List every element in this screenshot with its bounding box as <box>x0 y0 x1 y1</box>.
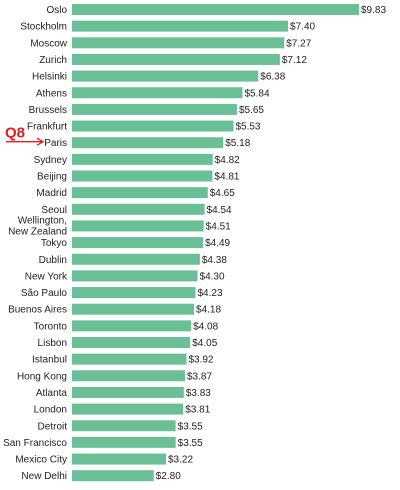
city-label-oslo: Oslo <box>46 5 67 16</box>
value-label-helsinki: $6.38 <box>260 72 285 83</box>
city-label-buenos-aires: Buenos Aires <box>8 305 67 316</box>
bar-lisbon <box>72 337 191 348</box>
bar-helsinki <box>72 70 259 82</box>
city-label-s-o-paulo: São Paulo <box>21 288 68 299</box>
bars <box>72 4 359 482</box>
bar-london <box>72 403 184 415</box>
city-label-sydney: Sydney <box>34 155 67 166</box>
value-label-wellington-new-zealand: $4.51 <box>206 221 231 232</box>
city-label-madrid: Madrid <box>36 188 67 199</box>
city-label-brussels: Brussels <box>29 105 67 116</box>
value-label-brussels: $5.65 <box>239 105 264 116</box>
bar-stockholm <box>72 20 289 32</box>
bar-detroit <box>72 420 176 432</box>
bar-s-o-paulo <box>72 287 196 299</box>
value-label-beijing: $4.81 <box>214 172 239 183</box>
city-labels: Oslo Stockholm Moscow Zurich Helsinki Athens B… <box>3 5 68 482</box>
bar-dublin <box>72 253 200 265</box>
value-label-zurich: $7.12 <box>282 55 307 66</box>
bar-athens <box>72 87 243 99</box>
value-label-hong-kong: $3.87 <box>187 371 212 382</box>
value-label-seoul: $4.54 <box>207 205 232 216</box>
bar-new-york <box>72 270 198 282</box>
city-label-toronto: Toronto <box>34 321 68 332</box>
bar-zurich <box>72 53 280 65</box>
city-label-istanbul: Istanbul <box>32 355 67 366</box>
value-label-new-delhi: $2.80 <box>156 471 181 482</box>
bar-oslo <box>72 4 359 15</box>
city-label-new-delhi: New Delhi <box>21 471 67 482</box>
value-label-moscow: $7.27 <box>286 38 311 49</box>
city-label-frankfurt: Frankfurt <box>27 122 67 133</box>
city-label-wellington-new-zealand: Wellington, New Zealand <box>8 215 67 237</box>
bar-moscow <box>72 37 285 49</box>
city-label-zurich: Zurich <box>39 55 67 66</box>
value-label-new-york: $4.30 <box>200 271 225 282</box>
city-label-moscow: Moscow <box>30 38 67 49</box>
city-label-seoul: Seoul <box>41 205 67 216</box>
value-label-lisbon: $4.05 <box>192 338 217 349</box>
bar-buenos-aires <box>72 303 195 315</box>
city-label-san-francisco: San Francisco <box>3 438 67 449</box>
bar-frankfurt <box>72 120 234 132</box>
value-label-atlanta: $3.83 <box>186 388 211 399</box>
value-label-mexico-city: $3.22 <box>168 455 193 466</box>
value-labels: $9.83 $7.40 $7.27 $7.12 $6.38 $5.84 $5.65 $5.53… <box>156 5 387 482</box>
value-label-dublin: $4.38 <box>202 255 227 266</box>
value-label-london: $3.81 <box>185 405 210 416</box>
city-label-dublin: Dublin <box>39 255 67 266</box>
value-label-madrid: $4.65 <box>210 188 235 199</box>
value-label-istanbul: $3.92 <box>188 355 213 366</box>
bar-paris <box>72 137 224 149</box>
city-label-helsinki: Helsinki <box>32 72 67 83</box>
q8-arrow-head-icon <box>36 137 45 146</box>
city-label-new-york: New York <box>25 271 68 282</box>
value-label-frankfurt: $5.53 <box>235 122 260 133</box>
value-label-sydney: $4.82 <box>215 155 240 166</box>
bar-mexico-city <box>72 453 167 465</box>
bar-madrid <box>72 187 208 199</box>
city-label-lisbon: Lisbon <box>38 338 67 349</box>
city-label-london: London <box>34 405 67 416</box>
bar-toronto <box>72 320 192 332</box>
value-label-paris: $5.18 <box>225 138 250 149</box>
value-label-s-o-paulo: $4.23 <box>198 288 223 299</box>
value-label-toronto: $4.08 <box>193 321 218 332</box>
city-label-paris: Paris <box>44 138 67 149</box>
city-label-mexico-city: Mexico City <box>15 455 67 466</box>
bar-hong-kong <box>72 370 185 382</box>
bar-tokyo <box>72 237 204 249</box>
value-label-detroit: $3.55 <box>178 421 203 432</box>
city-label-detroit: Detroit <box>38 421 68 432</box>
bar-atlanta <box>72 386 184 398</box>
bar-sydney <box>72 153 213 165</box>
bar-istanbul <box>72 353 187 365</box>
q8-annotation: Q8 <box>5 125 45 146</box>
city-label-hong-kong: Hong Kong <box>17 371 67 382</box>
value-label-athens: $5.84 <box>245 88 270 99</box>
city-label-beijing: Beijing <box>37 172 67 183</box>
city-label-tokyo: Tokyo <box>41 238 68 249</box>
city-label-atlanta: Atlanta <box>36 388 68 399</box>
bar-wellington-new-zealand <box>72 220 204 232</box>
value-label-san-francisco: $3.55 <box>178 438 203 449</box>
value-label-oslo: $9.83 <box>361 5 386 16</box>
bar-san-francisco <box>72 436 176 448</box>
q8-annotation-label: Q8 <box>5 125 25 142</box>
value-label-stockholm: $7.40 <box>290 22 315 33</box>
city-label-athens: Athens <box>36 88 67 99</box>
value-label-buenos-aires: $4.18 <box>196 305 221 316</box>
city-label-stockholm: Stockholm <box>20 22 67 33</box>
bar-brussels <box>72 103 237 115</box>
value-label-tokyo: $4.49 <box>205 238 230 249</box>
bar-seoul <box>72 203 205 215</box>
bar-beijing <box>72 170 213 182</box>
bar-new-delhi <box>72 470 154 482</box>
